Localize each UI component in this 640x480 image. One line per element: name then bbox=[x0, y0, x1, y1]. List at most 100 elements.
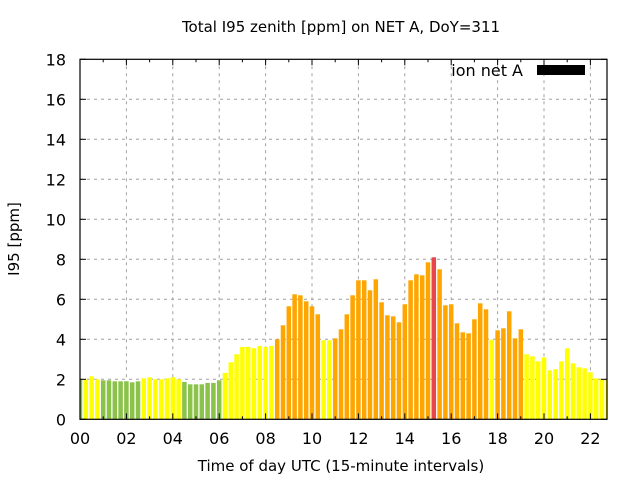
bar bbox=[251, 348, 257, 420]
bar bbox=[367, 290, 373, 420]
bar bbox=[228, 362, 234, 420]
x-tick-labels: 00 02 04 06 08 10 12 14 16 18 20 22 bbox=[70, 429, 601, 448]
x-tick-label: 08 bbox=[255, 429, 275, 448]
bar bbox=[164, 378, 170, 420]
bar bbox=[327, 340, 332, 420]
bar bbox=[495, 330, 500, 420]
bar bbox=[425, 262, 431, 420]
bar bbox=[118, 381, 123, 420]
y-tick-label: 18 bbox=[46, 50, 66, 69]
y-tick-label: 2 bbox=[56, 370, 66, 389]
bar bbox=[564, 348, 570, 420]
bar bbox=[182, 381, 187, 420]
bar bbox=[350, 295, 355, 420]
bar bbox=[315, 314, 321, 420]
chart-title: Total I95 zenith [ppm] on NET A, DoY=311 bbox=[181, 18, 500, 36]
x-tick-label: 04 bbox=[163, 429, 183, 448]
bar bbox=[216, 380, 222, 420]
x-tick-label: 00 bbox=[70, 429, 90, 448]
bar bbox=[437, 269, 442, 420]
y-tick-label: 8 bbox=[56, 250, 66, 269]
bar bbox=[95, 379, 100, 420]
bar bbox=[176, 379, 181, 420]
bar bbox=[170, 377, 176, 420]
bar bbox=[547, 370, 553, 420]
bar bbox=[530, 356, 535, 420]
x-tick-label: 06 bbox=[209, 429, 229, 448]
bar bbox=[129, 382, 135, 420]
y-tick-label: 14 bbox=[46, 130, 66, 149]
y-tick-label: 6 bbox=[56, 290, 66, 309]
bar bbox=[83, 379, 89, 420]
bar bbox=[112, 381, 118, 420]
bar bbox=[100, 380, 106, 420]
y-tick-label: 12 bbox=[46, 170, 66, 189]
bar bbox=[553, 369, 558, 420]
bar bbox=[373, 279, 379, 420]
y-tick-label: 4 bbox=[56, 330, 66, 349]
bar bbox=[489, 339, 495, 420]
x-tick-label: 18 bbox=[487, 429, 507, 448]
bar bbox=[298, 295, 303, 420]
bar bbox=[280, 325, 286, 420]
y-axis-label: I95 [ppm] bbox=[5, 202, 23, 276]
bar bbox=[245, 346, 251, 420]
bar bbox=[454, 323, 460, 420]
plot-border bbox=[79, 58, 608, 420]
bar bbox=[147, 377, 152, 420]
x-axis-label: Time of day UTC (15-minute intervals) bbox=[197, 457, 484, 475]
x-tick-label: 14 bbox=[395, 429, 415, 448]
bar bbox=[292, 294, 297, 420]
bar bbox=[135, 381, 141, 420]
bar bbox=[559, 361, 564, 420]
bar bbox=[402, 304, 408, 420]
bar bbox=[338, 329, 344, 420]
y-tick-label: 0 bbox=[56, 410, 66, 429]
legend-swatch bbox=[537, 65, 585, 75]
bar bbox=[593, 378, 599, 420]
bar bbox=[472, 319, 477, 420]
bar bbox=[501, 328, 506, 420]
bar bbox=[477, 303, 483, 420]
bar bbox=[153, 379, 158, 420]
bar bbox=[141, 378, 147, 420]
bar bbox=[460, 332, 466, 420]
bar bbox=[222, 372, 228, 420]
bar bbox=[193, 384, 199, 420]
bar bbox=[199, 384, 205, 420]
y-tick-labels: 0 2 4 6 8 10 12 14 16 18 bbox=[46, 50, 66, 429]
bar bbox=[257, 345, 263, 420]
bar bbox=[158, 379, 164, 420]
bar bbox=[570, 363, 576, 420]
bar bbox=[512, 338, 518, 420]
bar bbox=[356, 280, 361, 420]
bar bbox=[605, 379, 607, 420]
bar bbox=[599, 379, 605, 420]
bar bbox=[234, 354, 239, 420]
bar bbox=[448, 304, 454, 420]
bar bbox=[535, 361, 541, 420]
bar bbox=[309, 306, 315, 420]
bar bbox=[390, 316, 396, 420]
bar bbox=[344, 314, 350, 420]
bar bbox=[274, 339, 280, 420]
bar bbox=[211, 382, 216, 420]
bar bbox=[286, 306, 292, 420]
bar bbox=[106, 380, 112, 420]
bar bbox=[321, 340, 326, 420]
bar bbox=[506, 311, 512, 420]
legend: ion net A bbox=[451, 61, 585, 80]
bar bbox=[582, 368, 587, 420]
bar bbox=[205, 382, 210, 420]
bar bbox=[396, 322, 402, 420]
bar bbox=[466, 333, 471, 420]
bar bbox=[588, 372, 593, 420]
x-tick-label: 22 bbox=[580, 429, 600, 448]
bar bbox=[518, 329, 524, 420]
bar bbox=[89, 376, 94, 420]
bars bbox=[80, 257, 607, 420]
bar bbox=[124, 381, 129, 420]
bar bbox=[414, 274, 419, 420]
y-tick-label: 10 bbox=[46, 210, 66, 229]
